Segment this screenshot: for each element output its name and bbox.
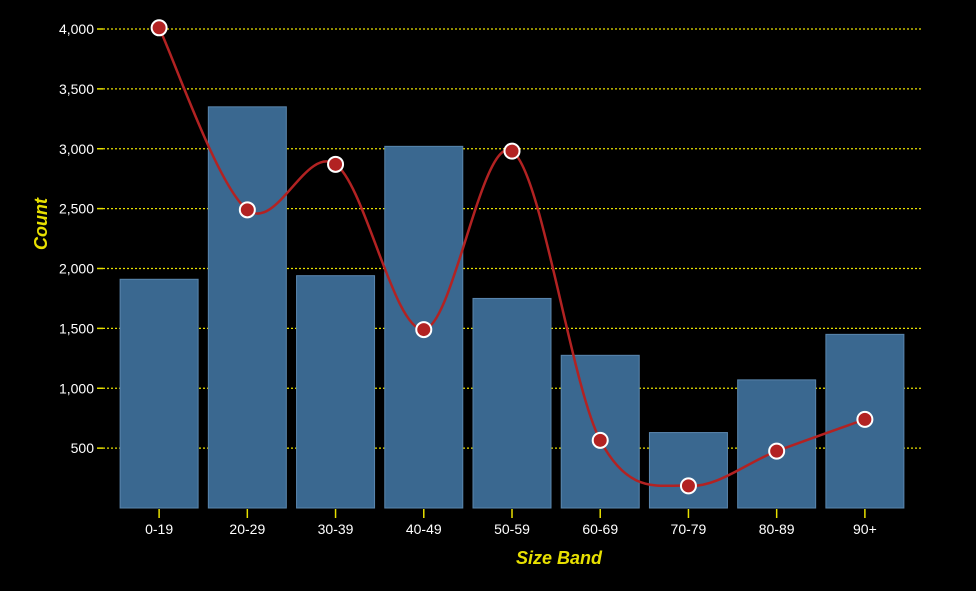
line-point — [503, 142, 521, 160]
x-tick-label: 80-89 — [759, 521, 795, 537]
line-path — [157, 27, 866, 488]
y-tick-label: 2,500 — [59, 201, 94, 217]
line-point — [327, 155, 345, 173]
bar — [825, 333, 905, 509]
y-tick-label: 3,000 — [59, 141, 94, 157]
x-tick-label: 90+ — [853, 521, 877, 537]
bar — [296, 275, 376, 509]
line-point — [856, 410, 874, 428]
y-tick-label: 1,000 — [59, 380, 94, 396]
y-tick-label: 500 — [71, 440, 95, 456]
bar — [119, 278, 199, 509]
bar — [560, 354, 640, 509]
line-point — [150, 19, 168, 37]
y-axis: 500 1,000 1,500 2,000 2,500 3,000 3,500 4,000 — [59, 21, 103, 456]
x-axis-title: Size Band — [516, 548, 603, 568]
line-markers — [150, 19, 874, 495]
bar — [207, 106, 287, 509]
x-tick-label: 40-49 — [406, 521, 442, 537]
x-tick-label: 20-29 — [229, 521, 265, 537]
x-tick-label: 50-59 — [494, 521, 530, 537]
y-tick-label: 4,000 — [59, 21, 94, 37]
x-tick-label: 30-39 — [318, 521, 354, 537]
line-point — [415, 321, 433, 339]
x-tick-label: 60-69 — [582, 521, 618, 537]
bar — [472, 297, 552, 509]
line-series — [157, 27, 866, 488]
line-point — [591, 431, 609, 449]
y-tick-label: 2,000 — [59, 261, 94, 277]
line-point — [679, 477, 697, 495]
y-tick-label: 1,500 — [59, 320, 94, 336]
x-tick-label: 70-79 — [671, 521, 707, 537]
line-point — [238, 201, 256, 219]
line-point — [768, 442, 786, 460]
y-tick-label: 3,500 — [59, 81, 94, 97]
bar — [648, 432, 728, 509]
x-axis: 0-19 20-29 30-39 40-49 50-59 60-69 70-79 80-89 9… — [145, 509, 877, 537]
y-axis-title: Count — [31, 197, 51, 250]
x-tick-label: 0-19 — [145, 521, 173, 537]
